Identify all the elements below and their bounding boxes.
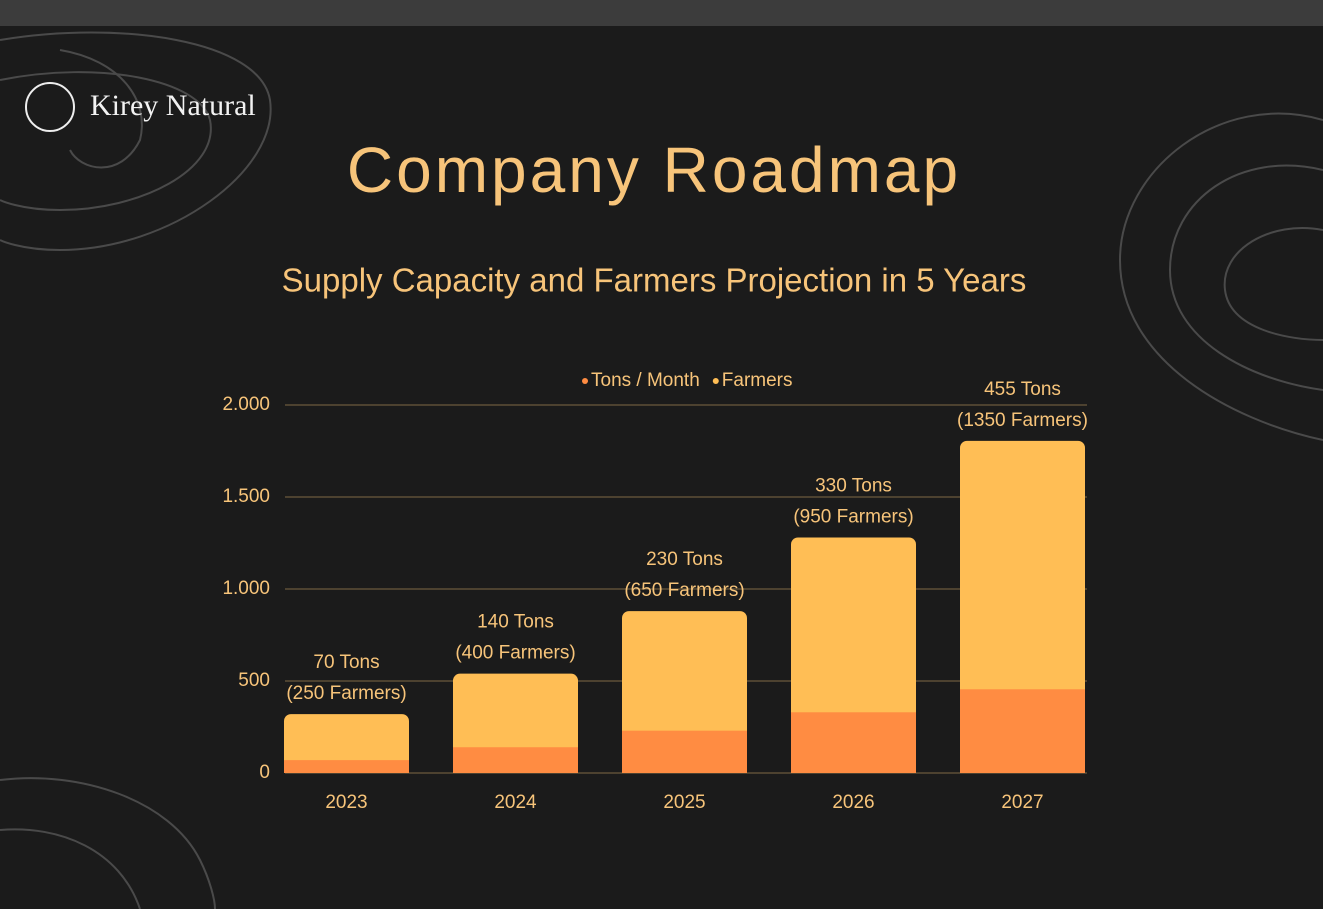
- y-tick-label: 500: [238, 670, 270, 691]
- bar-segment: [284, 714, 409, 773]
- bar-segment: [284, 760, 409, 773]
- y-tick-label: 2.000: [222, 394, 270, 415]
- value-label: (1350 Farmers): [957, 410, 1088, 431]
- x-tick-label: 2027: [1001, 792, 1043, 813]
- chart-subtitle: Supply Capacity and Farmers Projection i…: [282, 262, 1027, 299]
- decoration: [0, 31, 1323, 909]
- top-bar: [0, 0, 1323, 26]
- logo-text: Kirey Natural: [90, 89, 256, 122]
- chart-title: Company Roadmap: [347, 134, 961, 206]
- logo-mark: [25, 82, 75, 132]
- bar-segment: [791, 712, 916, 773]
- legend-marker: [712, 378, 719, 384]
- legend-marker: [582, 378, 588, 384]
- value-label: (650 Farmers): [624, 580, 744, 601]
- y-tick-label: 0: [259, 762, 270, 783]
- y-tick-label: 1.500: [222, 486, 270, 507]
- value-label: 455 Tons: [984, 379, 1061, 400]
- y-tick-label: 1.000: [222, 578, 270, 599]
- legend-label: Tons / Month: [591, 370, 700, 391]
- x-tick-label: 2023: [325, 792, 367, 813]
- value-label: (250 Farmers): [286, 683, 406, 704]
- bar-segment: [453, 747, 578, 773]
- x-tick-label: 2026: [832, 792, 874, 813]
- value-label: 230 Tons: [646, 549, 723, 570]
- x-tick-label: 2025: [663, 792, 705, 813]
- value-label: (400 Farmers): [455, 643, 575, 664]
- bar-segment: [622, 730, 747, 773]
- value-label: 140 Tons: [477, 612, 554, 633]
- value-label: 330 Tons: [815, 475, 892, 496]
- x-tick-label: 2024: [494, 792, 537, 813]
- legend-label: Farmers: [722, 370, 793, 391]
- value-label: 70 Tons: [313, 652, 379, 673]
- value-label: (950 Farmers): [793, 506, 913, 527]
- bar-segment: [960, 689, 1085, 773]
